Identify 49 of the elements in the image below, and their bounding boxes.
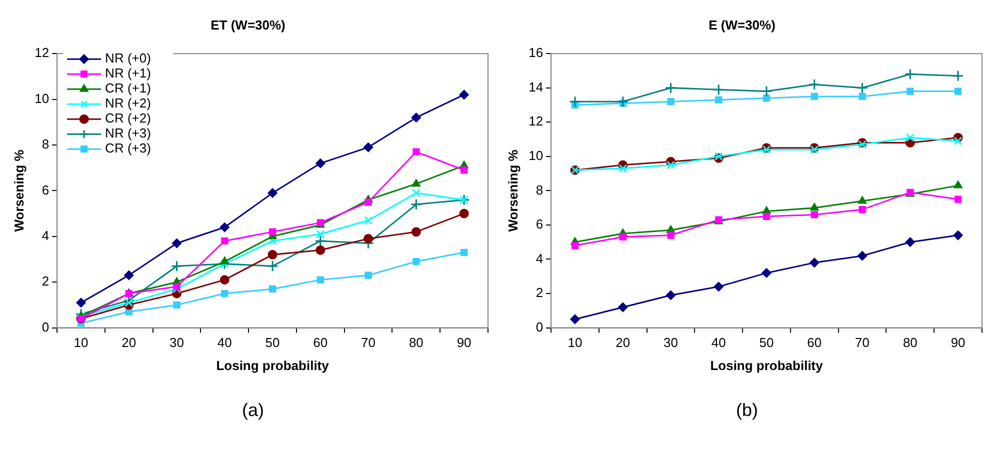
x-tick-label: 60 <box>807 335 822 350</box>
y-tick-label: 16 <box>528 45 544 60</box>
x-tick-label: 40 <box>217 335 232 350</box>
x-tick-label: 60 <box>313 335 328 350</box>
text: (a) <box>241 400 265 421</box>
text: (b) <box>735 400 759 421</box>
x-tick-label: 10 <box>74 335 88 350</box>
x-axis-title: Losing probability <box>710 358 824 373</box>
legend-label: CR (+3) <box>105 140 151 156</box>
y-axis-title: Worsening % <box>11 149 26 232</box>
x-tick-label: 20 <box>122 335 136 350</box>
y-tick-label: 10 <box>528 148 544 164</box>
x-tick-label: 70 <box>361 335 376 350</box>
x-tick-label: 20 <box>616 335 630 350</box>
y-tick-label: 4 <box>536 250 544 266</box>
legend-label: NR (+3) <box>105 126 151 141</box>
x-tick-label: 80 <box>408 335 424 350</box>
legend-label: NR (+0) <box>105 50 151 66</box>
x-axis-title: Losing probability <box>216 358 330 373</box>
x-tick-label: 80 <box>902 335 918 350</box>
y-tick-label: 6 <box>42 182 50 198</box>
y-tick-label: 10 <box>34 90 50 106</box>
legend-label: CR (+1) <box>105 80 151 96</box>
x-tick-label: 50 <box>759 335 774 350</box>
chart-title: E (W=30%) <box>708 17 776 32</box>
x-tick-label: 90 <box>456 335 472 350</box>
legend-label: CR (+2) <box>105 110 151 126</box>
x-tick-label: 40 <box>711 335 726 350</box>
legend-label: NR (+2) <box>105 96 151 111</box>
y-tick-label: 2 <box>42 274 50 289</box>
y-tick-label: 4 <box>42 228 50 243</box>
x-tick-label: 70 <box>855 335 870 350</box>
x-tick-label: 50 <box>265 335 280 350</box>
y-tick-label: 12 <box>34 45 50 60</box>
y-tick-label: 8 <box>536 182 544 198</box>
x-tick-label: 90 <box>950 335 966 350</box>
y-tick-label: 2 <box>536 285 544 300</box>
y-tick-label: 14 <box>528 79 544 94</box>
x-tick-label: 10 <box>568 335 582 350</box>
y-tick-label: 0 <box>536 319 544 334</box>
legend-label: NR (+1) <box>105 66 151 81</box>
chart-title: ET (W=30%) <box>210 17 286 32</box>
x-tick-label: 30 <box>170 335 184 350</box>
y-axis-title: Worsening % <box>505 149 520 232</box>
y-tick-label: 0 <box>42 319 50 334</box>
x-tick-label: 30 <box>664 335 678 350</box>
y-tick-label: 12 <box>528 114 544 129</box>
y-tick-label: 6 <box>536 216 544 232</box>
y-tick-label: 8 <box>42 136 50 152</box>
